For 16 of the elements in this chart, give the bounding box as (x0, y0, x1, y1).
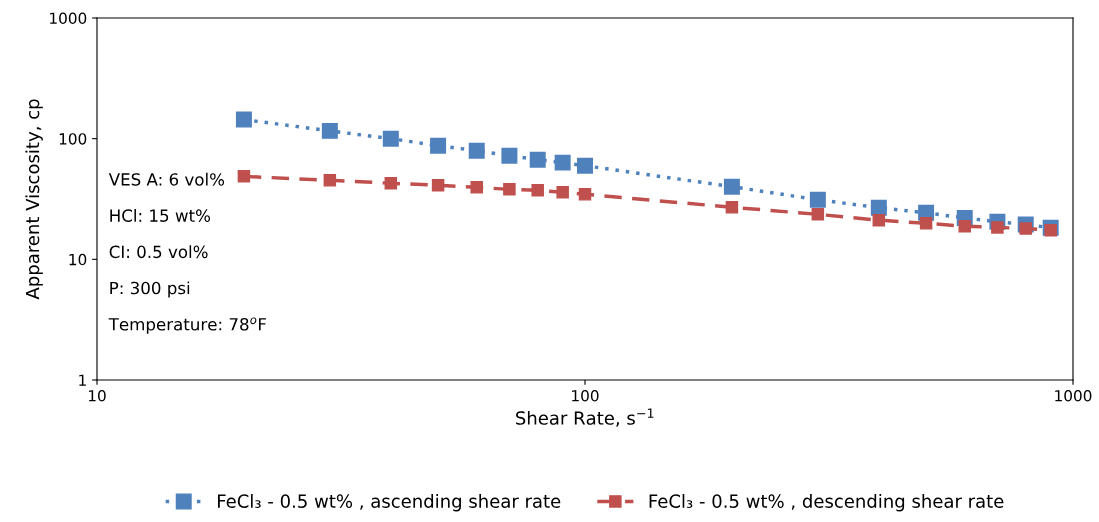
annotation: P: 300 psi (110, 281, 190, 298)
annotation: VES A: 6 vol% (108, 172, 225, 186)
x-axis-title: Shear Rate, s$^{−1}$ (516, 408, 654, 427)
annotation: Temperature: 78$^{o}$F (108, 317, 266, 334)
annotation: CI: 0.5 vol% (109, 245, 208, 259)
x-tick-label: 100 (572, 389, 599, 402)
legend-label: FeCl₃ - 0.5 wt% , ascending shear rate (218, 493, 561, 512)
annotation: HCl: 15 wt% (110, 209, 211, 222)
legend-label: FeCl₃ - 0.5 wt% , descending shear rate (649, 493, 1004, 512)
y-tick-label: 1000 (50, 12, 87, 25)
y-tick-label: 100 (59, 133, 87, 145)
y-tick-label: 10 (69, 253, 87, 266)
y-tick-label: 1 (79, 374, 86, 386)
y-axis-title: Apparent Viscosity, cp (25, 99, 43, 300)
x-tick-label: 1000 (1055, 389, 1092, 402)
x-tick-label: 10 (88, 389, 106, 402)
